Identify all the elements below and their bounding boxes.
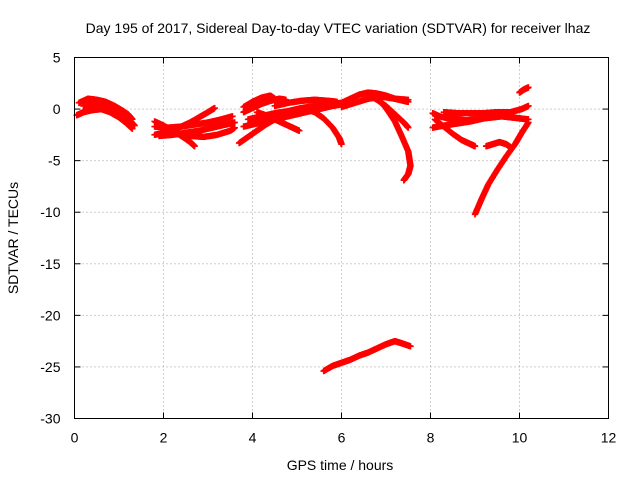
data-series-arc-9 xyxy=(160,124,238,141)
data-point xyxy=(405,124,412,131)
data-series-arc-4 xyxy=(98,99,138,129)
data-point xyxy=(229,113,236,120)
data-series-arc-7 xyxy=(151,113,236,131)
data-series-arc-17 xyxy=(302,105,345,148)
data-series-arc-22 xyxy=(320,337,414,375)
data-point xyxy=(525,84,532,91)
data-series-arc-29 xyxy=(516,84,532,96)
data-series-arc-28 xyxy=(482,138,514,151)
data-series-arc-15 xyxy=(271,96,341,110)
data-point xyxy=(525,102,532,110)
data-series-arc-1 xyxy=(73,105,136,132)
x-tick-label: 12 xyxy=(601,430,617,446)
y-tick-label: -15 xyxy=(40,256,60,272)
data-point xyxy=(131,122,138,129)
x-tick-label: 4 xyxy=(249,430,257,446)
data-point xyxy=(507,144,514,151)
data-series-arc-20 xyxy=(373,94,414,184)
data-series-arc-21 xyxy=(365,91,412,131)
x-tick-label: 0 xyxy=(71,430,79,446)
data-series-arc-12 xyxy=(240,95,290,116)
data-point xyxy=(400,177,407,184)
data-series-arc-19 xyxy=(338,93,412,111)
chart-title: Day 195 of 2017, Sidereal Day-to-day VTE… xyxy=(86,20,591,36)
data-point xyxy=(191,143,198,150)
data-point xyxy=(211,104,218,112)
data-series-arc-27 xyxy=(471,119,532,218)
x-axis-title: GPS time / hours xyxy=(287,457,394,473)
y-tick-label: -5 xyxy=(48,153,61,169)
y-tick-label: -10 xyxy=(40,204,60,220)
y-tick-label: -30 xyxy=(40,411,60,427)
x-tick-label: 10 xyxy=(512,430,528,446)
data-point xyxy=(407,343,414,350)
plot-frame xyxy=(74,57,609,419)
data-series-arc-26 xyxy=(440,108,514,117)
axis-layer: 0 2 4 6 8 10 12 5 0 -5 -10 -15 -20 -25 -30 xyxy=(40,50,616,446)
data-point xyxy=(338,140,345,148)
data-point xyxy=(507,108,514,116)
data-series-arc-25 xyxy=(431,116,479,150)
x-tick-label: 8 xyxy=(427,430,435,446)
y-tick-label: 0 xyxy=(53,101,61,117)
x-tick-label: 6 xyxy=(338,430,346,446)
data-point xyxy=(231,124,238,131)
y-tick-label: -25 xyxy=(40,359,60,375)
data-point xyxy=(471,143,479,150)
y-axis-title: SDTVAR / TECUs xyxy=(5,182,21,294)
y-tick-label: 5 xyxy=(53,50,61,66)
data-point xyxy=(525,119,532,126)
x-tick-label: 2 xyxy=(160,430,168,446)
data-points-layer xyxy=(73,84,532,375)
data-point xyxy=(405,96,412,103)
data-series-arc-16 xyxy=(253,108,303,134)
y-tick-label: -20 xyxy=(40,307,60,323)
data-series-arc-11 xyxy=(240,92,278,111)
data-point xyxy=(296,127,303,134)
